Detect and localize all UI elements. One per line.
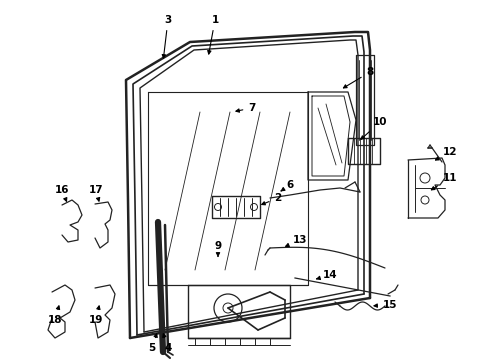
Text: 17: 17: [89, 185, 103, 201]
Text: 19: 19: [89, 306, 103, 325]
Text: 15: 15: [374, 300, 397, 310]
Text: 8: 8: [343, 67, 374, 88]
Text: 13: 13: [286, 235, 307, 247]
Text: 14: 14: [317, 270, 337, 280]
Text: 5: 5: [148, 334, 157, 353]
Text: 6: 6: [281, 180, 294, 191]
Text: 12: 12: [436, 147, 457, 160]
Text: 10: 10: [361, 117, 387, 139]
Text: 2: 2: [262, 193, 282, 205]
Text: 11: 11: [431, 173, 457, 190]
Text: 9: 9: [215, 241, 221, 257]
Text: 7: 7: [236, 103, 256, 113]
Text: 4: 4: [163, 334, 172, 353]
Text: 18: 18: [48, 306, 62, 325]
Text: 1: 1: [208, 15, 219, 54]
Text: 16: 16: [55, 185, 69, 201]
Text: 3: 3: [162, 15, 171, 58]
